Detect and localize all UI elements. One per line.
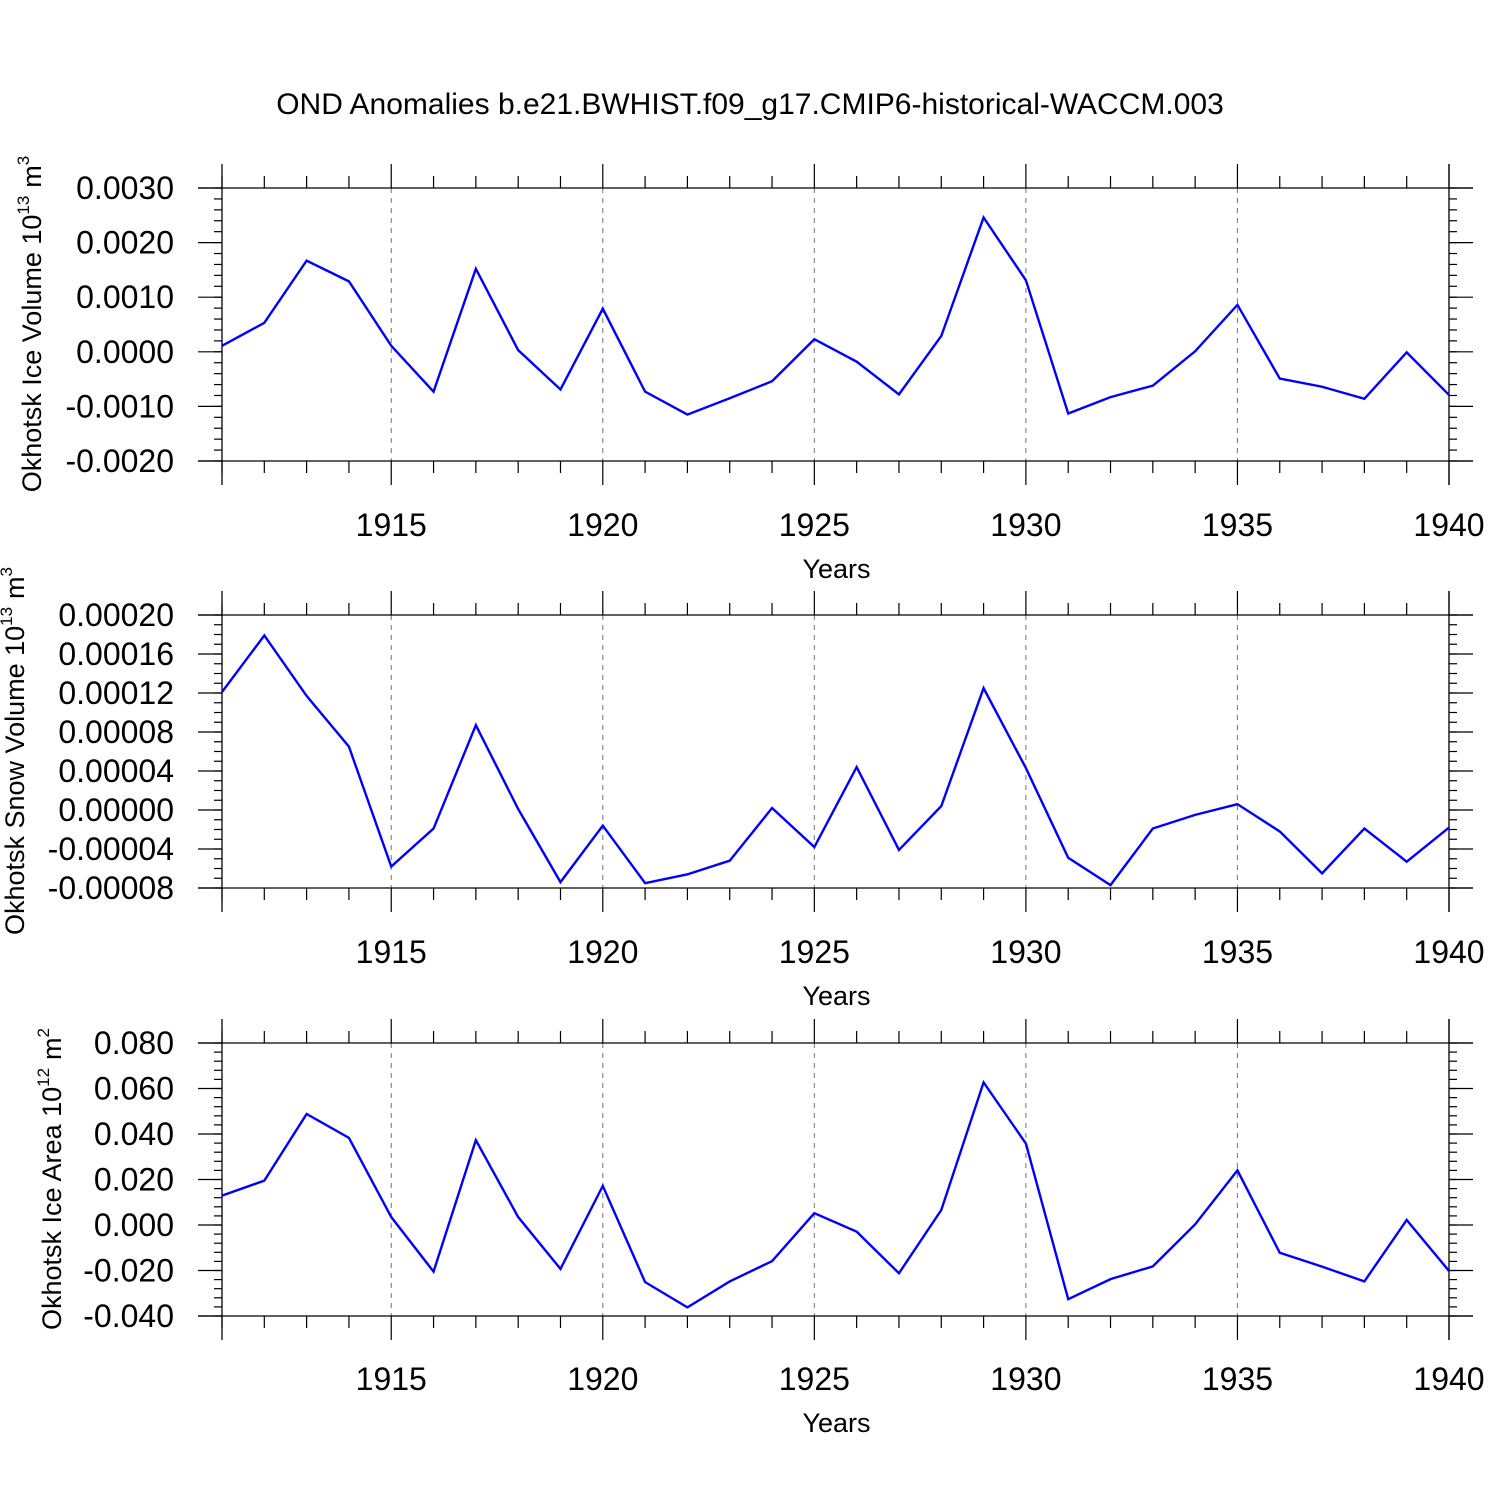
x-tick-label: 1915	[356, 934, 427, 970]
x-tick-label: 1915	[356, 507, 427, 543]
y-axis-title-part: Okhotsk Snow Volume 10	[0, 626, 30, 935]
y-axis-title: Okhotsk Snow Volume 1013 m3	[0, 567, 30, 935]
y-tick-label: 0.0020	[76, 225, 174, 261]
panels-container: -0.0020 -0.0010 0.0000 0.0010 0.0020 0.0030 19…	[0, 156, 1485, 1438]
y-axis-title-part: m	[17, 165, 47, 188]
y-axis-title-part: Okhotsk Ice Volume 10	[17, 215, 47, 493]
y-axis-title-part: 3	[0, 567, 16, 576]
y-tick-label: 0.080	[94, 1025, 174, 1061]
y-axis-title-part: 3	[14, 156, 33, 165]
x-tick-label: 1935	[1202, 507, 1273, 543]
y-tick-label: 0.060	[94, 1071, 174, 1107]
x-tick-label: 1930	[990, 507, 1061, 543]
y-axis-title-part: m	[37, 1037, 67, 1060]
y-axis-title-part: 2	[34, 1028, 53, 1037]
y-axis-title-part: 13	[14, 196, 33, 215]
x-tick-label: 1925	[779, 1361, 850, 1397]
panel-ice-area: -0.040 -0.020 0.000 0.020 0.040 0.060 0.080 191…	[34, 1019, 1485, 1438]
y-tick-label: -0.040	[83, 1298, 174, 1334]
x-axis-title: Years	[802, 1408, 870, 1438]
y-tick-label: -0.00004	[48, 831, 174, 867]
series-line-snow-volume	[221, 633, 1450, 887]
x-tick-label: 1915	[356, 1361, 427, 1397]
y-tick-label: 0.00000	[58, 792, 174, 828]
x-tick-label: 1925	[779, 934, 850, 970]
y-tick-label: 0.00008	[58, 714, 174, 750]
y-tick-label: 0.020	[94, 1162, 174, 1198]
series-line-ice-area	[221, 1079, 1450, 1309]
y-tick-label: 0.00016	[58, 636, 174, 672]
x-axis-title: Years	[802, 981, 870, 1011]
y-tick-label: -0.00008	[48, 870, 174, 906]
y-tick-label: 0.0030	[76, 170, 174, 206]
panel-ice-volume: -0.0020 -0.0010 0.0000 0.0010 0.0020 0.0030 19…	[14, 156, 1485, 584]
x-tick-label: 1935	[1202, 1361, 1273, 1397]
y-tick-label: 0.000	[94, 1207, 174, 1243]
y-axis-title-part: m	[0, 576, 30, 599]
x-tick-label: 1920	[567, 1361, 638, 1397]
y-axis-title: Okhotsk Ice Volume 1013 m3	[14, 156, 47, 493]
y-axis-title: Okhotsk Ice Area 1012 m2	[34, 1028, 67, 1330]
y-tick-label: -0.0010	[65, 388, 174, 424]
panel-snow-volume: -0.00008-0.000040.000000.000040.000080.0…	[0, 567, 1485, 1011]
x-tick-label: 1935	[1202, 934, 1273, 970]
x-tick-label: 1920	[567, 934, 638, 970]
x-tick-label: 1940	[1413, 1361, 1484, 1397]
y-tick-label: 0.00012	[58, 675, 174, 711]
x-tick-label: 1920	[567, 507, 638, 543]
y-tick-label: -0.0020	[65, 443, 174, 479]
y-tick-label: 0.0000	[76, 334, 174, 370]
x-tick-label: 1930	[990, 934, 1061, 970]
x-tick-label: 1940	[1413, 507, 1484, 543]
x-tick-label: 1930	[990, 1361, 1061, 1397]
y-tick-label: 0.00004	[58, 753, 174, 789]
y-tick-label: 0.040	[94, 1116, 174, 1152]
y-axis-title-part: 13	[0, 607, 16, 626]
x-axis-title: Years	[802, 554, 870, 584]
chart-title: OND Anomalies b.e21.BWHIST.f09_g17.CMIP6…	[276, 88, 1224, 121]
y-axis-title-part: Okhotsk Ice Area 10	[37, 1087, 67, 1330]
y-tick-label: -0.020	[83, 1253, 174, 1289]
y-tick-label: 0.00020	[58, 597, 174, 633]
series-line-ice-volume	[221, 214, 1450, 416]
x-tick-label: 1925	[779, 507, 850, 543]
x-tick-label: 1940	[1413, 934, 1484, 970]
y-tick-label: 0.0010	[76, 279, 174, 315]
y-axis-title-part: 12	[34, 1068, 53, 1087]
